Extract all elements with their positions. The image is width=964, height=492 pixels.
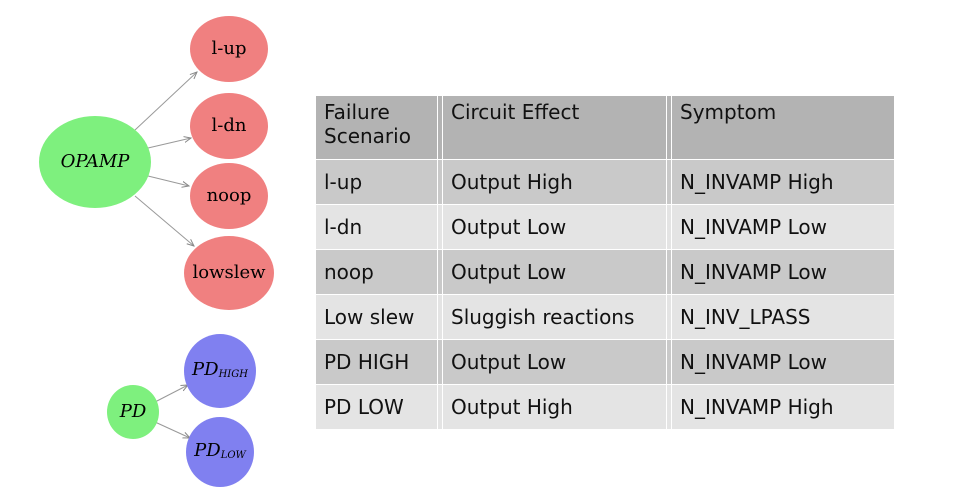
table-cell: N_INVAMP Low <box>671 249 895 295</box>
node <box>39 116 151 208</box>
node-label: lowslew <box>192 262 266 283</box>
node <box>190 93 268 159</box>
header-cell: Circuit Effect <box>442 95 667 160</box>
table-cell: N_INV_LPASS <box>671 294 895 340</box>
node-label-sub: HIGH <box>218 369 249 380</box>
edge <box>154 421 190 438</box>
table-cell: N_INVAMP Low <box>671 339 895 385</box>
edge <box>147 138 191 149</box>
table-row: l-up Output High N_INVAMP High <box>315 159 895 205</box>
node <box>186 417 254 487</box>
table-row: PD LOW Output High N_INVAMP High <box>315 384 895 430</box>
edges <box>134 72 197 438</box>
table-cell: PD LOW <box>315 384 438 430</box>
table-cell: PD HIGH <box>315 339 438 385</box>
table-cell: Output High <box>442 384 667 430</box>
table-cell: l-up <box>315 159 438 205</box>
edge <box>134 72 197 131</box>
header-cell: Failure Scenario <box>315 95 438 160</box>
table-cell: Sluggish reactions <box>442 294 667 340</box>
table-cell: N_INVAMP High <box>671 384 895 430</box>
header-row: Failure Scenario Circuit Effect Symptom <box>315 95 895 160</box>
table-cell: noop <box>315 249 438 295</box>
table-row: Low slew Sluggish reactions N_INV_LPASS <box>315 294 895 340</box>
node <box>190 163 268 229</box>
table-cell: Output Low <box>442 249 667 295</box>
table-cell: Output Low <box>442 204 667 250</box>
node-label: PD <box>119 401 147 422</box>
node-label: PDHIGH <box>191 359 248 380</box>
node <box>107 385 159 439</box>
table-row: l-dn Output Low N_INVAMP Low <box>315 204 895 250</box>
header-cell: Symptom <box>671 95 895 160</box>
table-cell: Output High <box>442 159 667 205</box>
table-cell: Output Low <box>442 339 667 385</box>
node <box>190 16 268 82</box>
table-row: noop Output Low N_INVAMP Low <box>315 249 895 295</box>
table: Failure Scenario Circuit Effect Symptom … <box>315 95 895 430</box>
edge <box>147 175 189 186</box>
table-row: PD HIGH Output Low N_INVAMP Low <box>315 339 895 385</box>
node <box>184 236 274 310</box>
node-label: l-dn <box>212 115 247 136</box>
node-label-main: PD <box>191 359 219 380</box>
table-cell: Low slew <box>315 294 438 340</box>
table-cell: l-dn <box>315 204 438 250</box>
node-label: l-up <box>212 38 247 59</box>
node-label: noop <box>207 185 252 206</box>
node-label: PDLOW <box>193 440 246 461</box>
node-label-sub: LOW <box>220 450 247 461</box>
edge <box>134 195 194 246</box>
node-label: OPAMP <box>61 151 131 172</box>
node <box>184 334 256 408</box>
edge <box>154 385 188 403</box>
table-cell: N_INVAMP High <box>671 159 895 205</box>
table-cell: N_INVAMP Low <box>671 204 895 250</box>
node-label-main: PD <box>193 440 221 461</box>
